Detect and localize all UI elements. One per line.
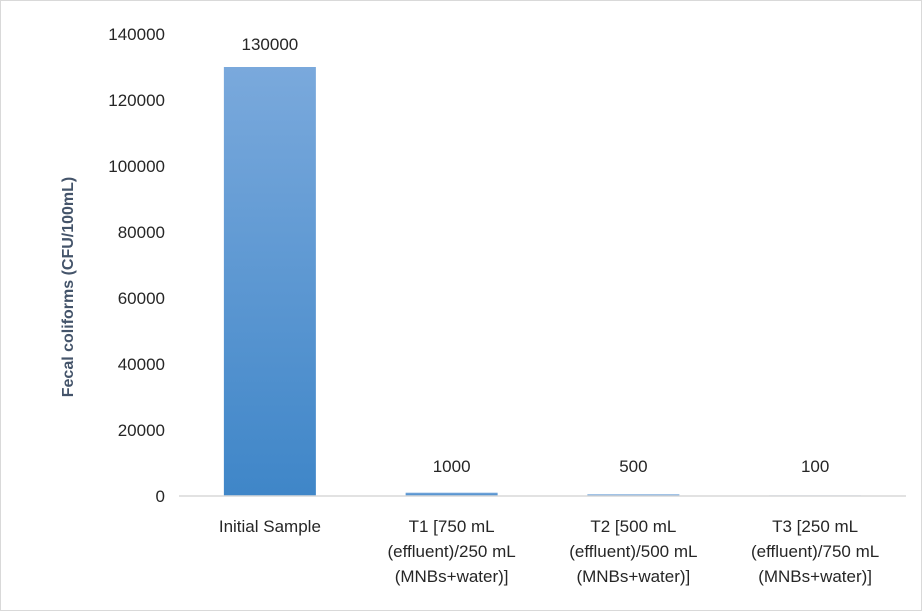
data-label: 1000: [433, 457, 471, 476]
bar: [405, 492, 498, 496]
data-label: 500: [619, 457, 647, 476]
data-label: 100: [801, 457, 829, 476]
x-category-label-line: (MNBs+water)]: [576, 567, 690, 586]
data-labels: 130000 1000 500 100: [242, 35, 830, 476]
y-axis-title: Fecal coliforms (CFU/100mL): [60, 177, 77, 398]
y-tick-label: 100000: [108, 157, 165, 176]
x-axis-labels: Initial Sample T1 [750 mL (effluent)/250 m…: [219, 517, 879, 586]
x-category-label-line: (effluent)/750 mL: [751, 542, 879, 561]
bar: [587, 494, 680, 496]
x-category-label-line: Initial Sample: [219, 517, 321, 536]
x-category-label: T2 [500 mL (effluent)/500 mL (MNBs+water)]: [569, 517, 697, 586]
y-tick-label: 120000: [108, 91, 165, 110]
bar: [223, 67, 316, 496]
y-axis-ticks: 0 20000 40000 60000 80000 100000 120000 140000: [108, 25, 165, 506]
y-tick-label: 80000: [118, 223, 165, 242]
bars: [223, 67, 862, 496]
x-category-label-line: (MNBs+water)]: [395, 567, 509, 586]
x-category-label: T3 [250 mL (effluent)/750 mL (MNBs+water)]: [751, 517, 879, 586]
x-category-label-line: (MNBs+water)]: [758, 567, 872, 586]
x-category-label: T1 [750 mL (effluent)/250 mL (MNBs+water)]: [388, 517, 516, 586]
x-category-label-line: T3 [250 mL: [772, 517, 858, 536]
y-tick-label: 140000: [108, 25, 165, 44]
y-tick-label: 60000: [118, 289, 165, 308]
x-category-label-line: (effluent)/250 mL: [388, 542, 516, 561]
y-tick-label: 0: [156, 487, 165, 506]
y-tick-label: 20000: [118, 421, 165, 440]
y-tick-label: 40000: [118, 355, 165, 374]
x-category-label-line: (effluent)/500 mL: [569, 542, 697, 561]
x-category-label-line: T1 [750 mL: [409, 517, 495, 536]
data-label: 130000: [242, 35, 299, 54]
x-category-label: Initial Sample: [219, 517, 321, 536]
x-category-label-line: T2 [500 mL: [590, 517, 676, 536]
